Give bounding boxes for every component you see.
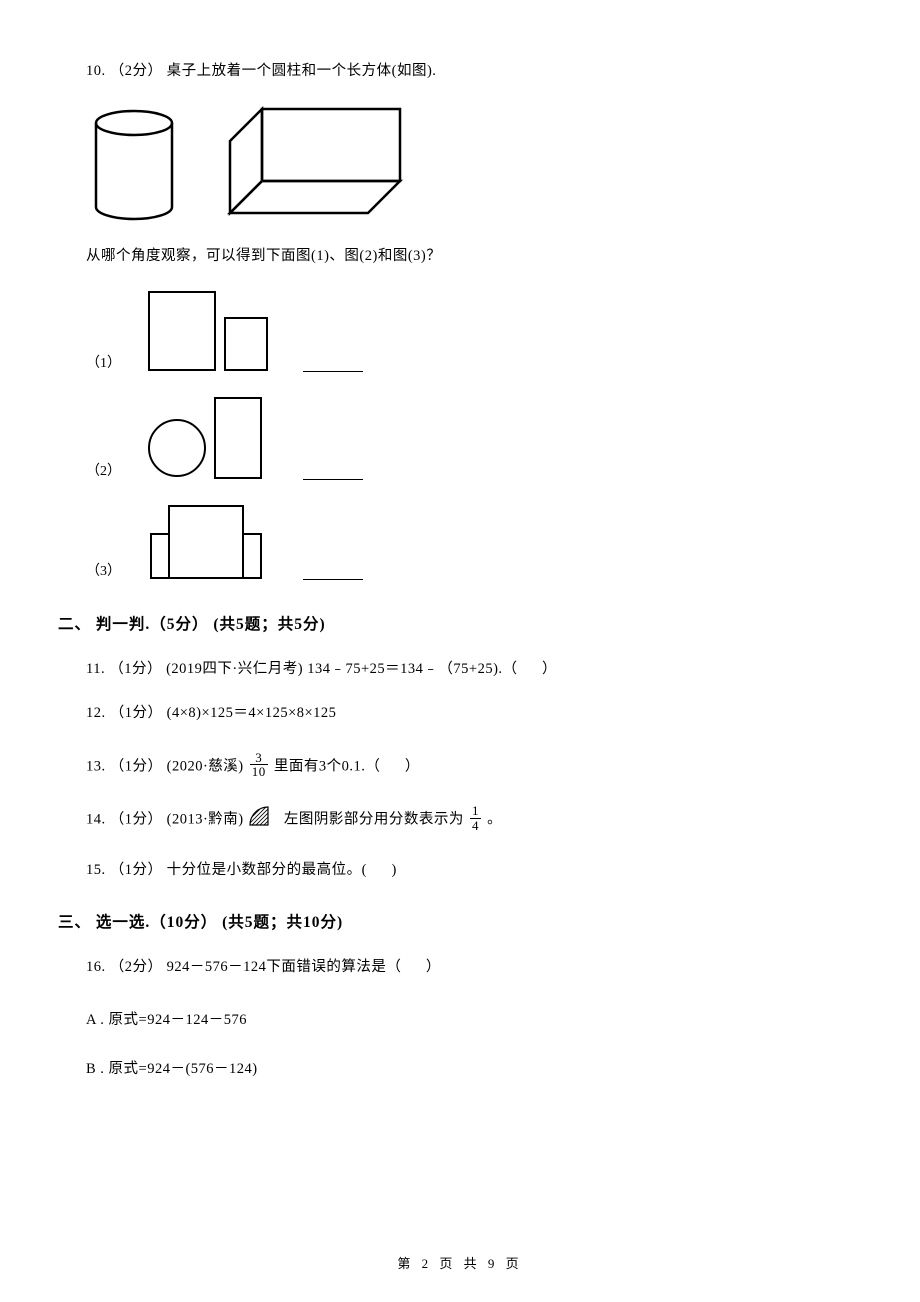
q10-fig2	[143, 394, 275, 484]
q12-text: (4×8)×125＝4×125×8×125	[167, 705, 337, 721]
q16-optB-text: B . 原式=924－(576－124)	[86, 1061, 258, 1077]
q13-end: ）	[405, 758, 420, 774]
q10-points: （2分）	[110, 63, 163, 79]
q13-fraction: 3 10	[250, 751, 268, 779]
section2-header: 二、 判一判.（5分） (共5题；共5分)	[58, 612, 862, 634]
q11-end: ）	[542, 661, 557, 677]
q15-points: （1分）	[110, 862, 163, 878]
q14-fraction: 1 4	[470, 804, 481, 832]
q16-number: 16.	[86, 959, 106, 975]
q13-source: (2020·慈溪)	[167, 758, 248, 774]
q16-blank[interactable]	[401, 959, 426, 975]
q13-points: （1分）	[110, 758, 163, 774]
q11: 11. （1分） (2019四下·兴仁月考) 134﹣75+25＝134﹣（75…	[86, 658, 862, 681]
q13-frac-num: 3	[250, 751, 268, 766]
q16-option-b[interactable]: B . 原式=924－(576－124)	[86, 1057, 862, 1078]
section3-header: 三、 选一选.（10分） (共5题；共10分)	[58, 910, 862, 932]
q12-points: （1分）	[110, 705, 163, 721]
section3-title: 三、 选一选.（10分） (共5题；共10分)	[58, 914, 343, 931]
q10-figure-main	[86, 103, 862, 225]
q10-stem2-text: 从哪个角度观察，可以得到下面图(1)、图(2)和图(3)？	[86, 248, 441, 264]
q14-text-mid: 左图阴影部分用分数表示为	[284, 811, 468, 827]
q13-text-after: 里面有3个0.1.（	[274, 758, 381, 774]
q10-fig3	[143, 502, 275, 584]
q16-option-a[interactable]: A . 原式=924－124－576	[86, 1008, 862, 1029]
q14-frac-num: 1	[470, 804, 481, 819]
q10-fig1	[143, 288, 275, 376]
q15-number: 15.	[86, 862, 106, 878]
q10-stem2: 从哪个角度观察，可以得到下面图(1)、图(2)和图(3)？	[86, 245, 862, 268]
q10-stem1: 10. （2分） 桌子上放着一个圆柱和一个长方体(如图).	[86, 60, 862, 83]
q11-blank[interactable]	[518, 661, 543, 677]
q14-number: 14.	[86, 811, 106, 827]
q16: 16. （2分） 924－576－124下面错误的算法是（ ）	[86, 956, 862, 979]
q10-sub2: （2）	[86, 394, 862, 484]
q15: 15. （1分） 十分位是小数部分的最高位。( )	[86, 859, 862, 882]
section2-title: 二、 判一判.（5分） (共5题；共5分)	[58, 616, 326, 633]
q11-number: 11.	[86, 661, 105, 677]
q10-sub3-blank[interactable]	[303, 579, 363, 580]
cuboid-figure	[224, 103, 410, 225]
q13-blank[interactable]	[380, 758, 405, 774]
q12: 12. （1分） (4×8)×125＝4×125×8×125	[86, 702, 862, 725]
q14-points: （1分）	[110, 811, 163, 827]
q13-number: 13.	[86, 758, 106, 774]
q10-sub2-blank[interactable]	[303, 479, 363, 480]
q14-text-end: 。	[487, 811, 502, 827]
q14-source: (2013·黔南)	[167, 811, 248, 827]
footer-text: 第 2 页 共 9 页	[397, 1256, 522, 1271]
q16-points: （2分）	[110, 959, 163, 975]
q15-blank[interactable]	[367, 862, 392, 878]
q10-sub1: （1）	[86, 288, 862, 376]
q10-number: 10.	[86, 63, 106, 79]
q10-sub3: （3）	[86, 502, 862, 584]
q11-text: 134﹣75+25＝134﹣（75+25).（	[307, 661, 517, 677]
shaded-quarter-icon	[248, 805, 274, 835]
q16-text: 924－576－124下面错误的算法是（	[167, 959, 402, 975]
q15-end: )	[391, 862, 396, 878]
page-footer: 第 2 页 共 9 页	[0, 1253, 920, 1272]
q10-sub2-label: （2）	[86, 460, 121, 484]
q16-end: ）	[426, 959, 441, 975]
cylinder-figure	[86, 107, 182, 225]
q12-number: 12.	[86, 705, 106, 721]
q10-sub1-label: （1）	[86, 352, 121, 376]
q10-sub3-label: （3）	[86, 560, 121, 584]
q16-optA-text: A . 原式=924－124－576	[86, 1012, 247, 1028]
q14: 14. （1分） (2013·黔南) 左图阴影部分用分数表示为 1 4 。	[86, 805, 862, 835]
q14-frac-den: 4	[470, 819, 481, 833]
q15-text: 十分位是小数部分的最高位。(	[167, 862, 367, 878]
q11-source: (2019四下·兴仁月考)	[166, 661, 303, 677]
q10-stem1-text: 桌子上放着一个圆柱和一个长方体(如图).	[167, 63, 437, 79]
q11-points: （1分）	[109, 661, 162, 677]
q10-sub1-blank[interactable]	[303, 371, 363, 372]
q13: 13. （1分） (2020·慈溪) 3 10 里面有3个0.1.（ ）	[86, 753, 862, 781]
q13-frac-den: 10	[250, 765, 268, 779]
